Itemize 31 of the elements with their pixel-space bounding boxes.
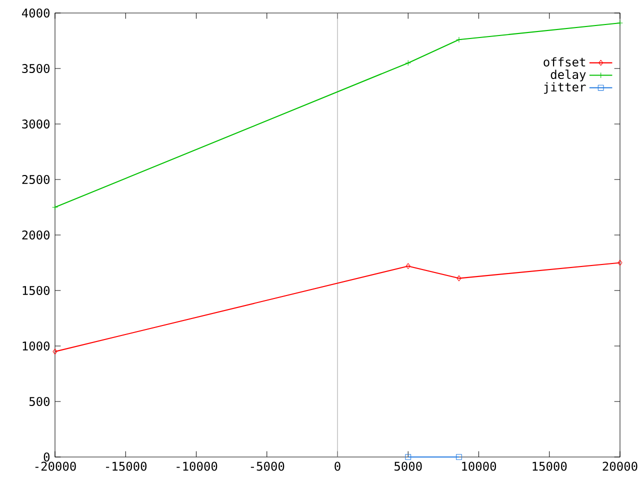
legend-label: offset [544,57,586,67]
x-tick-label: -5000 [250,462,284,471]
point [405,60,412,66]
y-tick-label: 500 [29,396,50,406]
point [456,454,462,460]
y-tick-label: 2500 [22,174,50,184]
y-tick-label: 1000 [22,341,50,351]
y-tick-label: 3000 [22,119,50,129]
y-tick-label: 4000 [22,8,50,18]
x-tick-label: -15000 [106,462,147,471]
point [405,454,412,460]
point [456,36,462,43]
y-tick-label: 3500 [22,64,50,74]
x-tick-label: 5000 [394,462,422,471]
y-tick-label: 1500 [22,286,50,296]
legend-label: delay [550,70,586,82]
legend-label: jitter [544,82,586,94]
point [406,263,410,270]
point [52,204,58,210]
point [617,20,623,26]
y-tick-label: 0 [44,452,50,462]
x-tick-label: 20000 [602,462,638,471]
x-tick-label: -20000 [35,462,76,471]
x-tick-label: 10000 [462,462,496,471]
point [456,275,462,282]
x-tick-label: 0 [334,462,340,471]
x-tick-label: -10000 [176,462,218,471]
point [618,260,622,266]
x-tick-label: 15000 [532,462,567,471]
y-tick-label: 2000 [22,230,50,240]
point [52,348,58,354]
